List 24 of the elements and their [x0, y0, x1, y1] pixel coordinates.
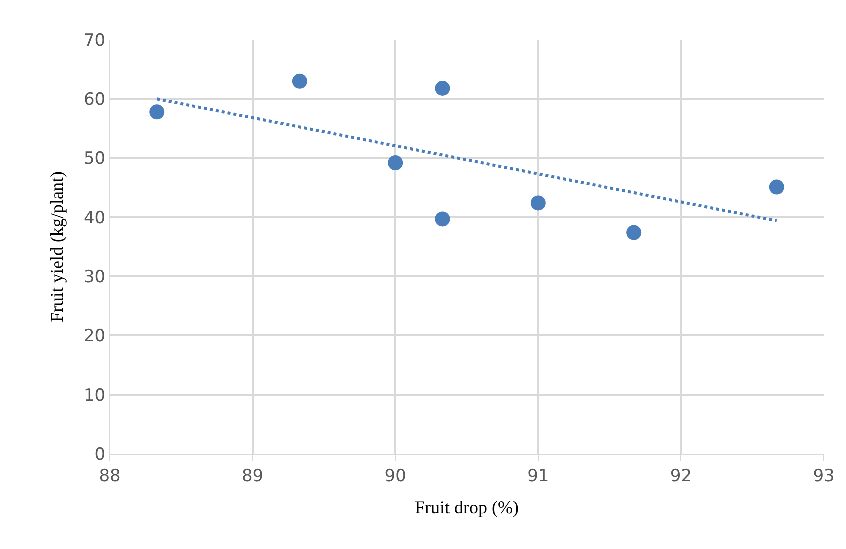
point	[150, 104, 165, 120]
y-tick-label: 20	[84, 326, 106, 347]
point	[769, 180, 784, 195]
y-tick-label: 30	[84, 268, 106, 288]
x-tick-label: 90	[384, 466, 406, 486]
x-tick-label: 89	[242, 466, 264, 486]
y-tick-label: 40	[84, 208, 106, 228]
y-tick-label: 70	[84, 30, 106, 51]
x-tick-label: 88	[99, 466, 121, 486]
point	[626, 225, 642, 240]
y-tick-label: 50	[84, 149, 106, 170]
x-tick-label: 91	[528, 466, 550, 486]
x-tick-label: 92	[670, 466, 692, 486]
point	[292, 74, 308, 89]
point	[530, 196, 546, 211]
y-axis-title: Fruit yield (kg/plant)	[47, 172, 68, 322]
x-tick-label: 93	[813, 466, 835, 486]
y-tick-label: 60	[84, 90, 106, 110]
y-tick-label: 0	[94, 444, 106, 465]
x-axis-title: Fruit drop (%)	[415, 498, 519, 518]
point	[435, 212, 450, 227]
point	[388, 156, 404, 171]
y-tick-label: 10	[84, 386, 106, 406]
point	[435, 81, 450, 96]
